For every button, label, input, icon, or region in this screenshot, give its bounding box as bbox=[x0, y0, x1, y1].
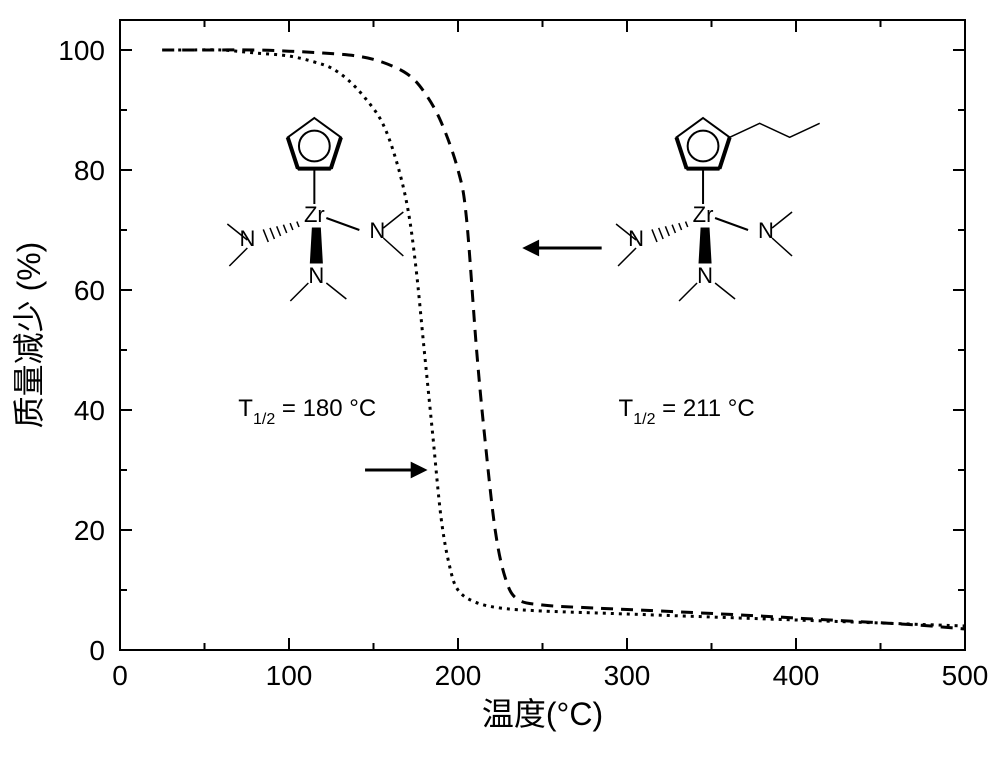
svg-text:N: N bbox=[369, 218, 385, 243]
chart-container: 0 100 200 300 400 500 0 20 40 60 80 100 温度(°C) 质量减少 (… bbox=[0, 0, 1000, 758]
svg-text:N: N bbox=[308, 263, 324, 288]
x-tick-label: 500 bbox=[942, 660, 989, 691]
y-tick-label: 20 bbox=[74, 515, 105, 546]
y-tick-label: 0 bbox=[89, 635, 105, 666]
molecule-right: Zr N N N bbox=[616, 118, 820, 301]
svg-text:N: N bbox=[697, 263, 713, 288]
y-tick-label: 40 bbox=[74, 395, 105, 426]
x-tick-label: 400 bbox=[773, 660, 820, 691]
x-tick-label: 300 bbox=[604, 660, 651, 691]
x-tick-label: 0 bbox=[112, 660, 128, 691]
x-axis-label: 温度(°C) bbox=[482, 696, 603, 732]
x-tick-label: 100 bbox=[266, 660, 313, 691]
series-dashed bbox=[162, 50, 965, 629]
molecule-left: Zr N N N bbox=[227, 118, 403, 301]
svg-text:Zr: Zr bbox=[304, 202, 325, 227]
arrow-head bbox=[526, 242, 538, 254]
svg-text:Zr: Zr bbox=[693, 202, 714, 227]
tga-chart: 0 100 200 300 400 500 0 20 40 60 80 100 温度(°C) 质量减少 (… bbox=[0, 0, 1000, 758]
svg-text:N: N bbox=[628, 226, 644, 251]
svg-text:N: N bbox=[758, 218, 774, 243]
t-half-left: T1/2 = 180 °C bbox=[238, 395, 376, 428]
y-tick-label: 80 bbox=[74, 155, 105, 186]
y-tick-label: 100 bbox=[58, 35, 105, 66]
arrow-head bbox=[412, 464, 424, 476]
y-tick-label: 60 bbox=[74, 275, 105, 306]
y-axis-label: 质量减少 (%) bbox=[11, 242, 47, 429]
series-dotted bbox=[162, 50, 965, 626]
t-half-right: T1/2 = 211 °C bbox=[619, 395, 755, 428]
plot-border bbox=[120, 20, 965, 650]
x-tick-label: 200 bbox=[435, 660, 482, 691]
svg-text:N: N bbox=[239, 226, 255, 251]
